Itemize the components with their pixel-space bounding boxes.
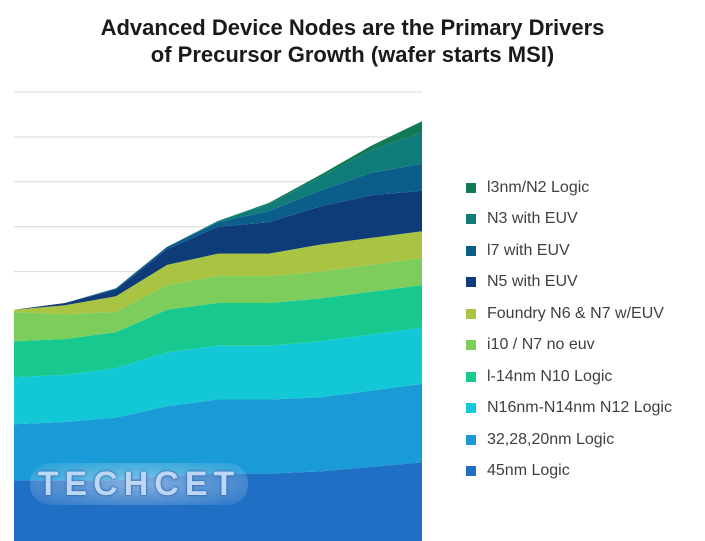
legend-item-n5-with-euv: N5 with EUV: [466, 267, 672, 299]
legend-label: N3 with EUV: [487, 210, 578, 228]
legend-label: 32,28,20nm Logic: [487, 430, 615, 448]
legend-item-l-14nm-n10-logic: l-14nm N10 Logic: [466, 361, 672, 393]
legend-item-l7-with-euv: l7 with EUV: [466, 235, 672, 267]
legend-swatch: [466, 182, 476, 193]
legend-swatch: [466, 308, 476, 319]
legend-item-45nm-logic: 45nm Logic: [466, 456, 672, 488]
legend-swatch: [466, 214, 476, 225]
legend-item-n3-with-euv: N3 with EUV: [466, 204, 672, 236]
area-series-32-28-20nm-logic: [14, 383, 422, 481]
legend-item-32-28-20nm-logic: 32,28,20nm Logic: [466, 424, 672, 456]
legend-label: l7 with EUV: [487, 241, 570, 259]
chart-title: Advanced Device Nodes are the Primary Dr…: [0, 14, 705, 68]
legend-swatch: [466, 277, 476, 288]
legend-label: 45nm Logic: [487, 462, 570, 480]
chart-legend: l3nm/N2 Logic N3 with EUV l7 with EUV N5 wi…: [466, 172, 672, 487]
legend-label: l-14nm N10 Logic: [487, 367, 613, 385]
legend-swatch: [466, 340, 476, 351]
legend-item-i10-n7-no-euv: i10 / N7 no euv: [466, 330, 672, 362]
area-series-n3-with-euv: [14, 132, 422, 310]
legend-item-l3nm-n2-logic: l3nm/N2 Logic: [466, 172, 672, 204]
legend-swatch: [466, 245, 476, 256]
legend-label: l3nm/N2 Logic: [487, 178, 590, 196]
legend-label: Foundry N6 & N7 w/EUV: [487, 304, 664, 322]
legend-item-foundry-n6-n7-w-euv: Foundry N6 & N7 w/EUV: [466, 298, 672, 330]
techcet-watermark-logo: TECHCET: [30, 463, 248, 505]
area-series-i10-n7-no-euv: [14, 258, 422, 342]
legend-swatch: [466, 434, 476, 445]
legend-item-n16nm-n14nm-n12-logic: N16nm-N14nm N12 Logic: [466, 393, 672, 425]
legend-swatch: [466, 466, 476, 477]
legend-swatch: [466, 403, 476, 414]
legend-label: N5 with EUV: [487, 273, 578, 291]
area-series-foundry-n6-n7-w-euv: [14, 231, 422, 315]
chart-title-line-1: Advanced Device Nodes are the Primary Dr…: [100, 15, 605, 40]
area-series-l-14nm-n10-logic: [14, 285, 422, 378]
area-series-45nm-logic: [14, 462, 422, 541]
legend-swatch: [466, 371, 476, 382]
chart-title-line-2: of Precursor Growth (wafer starts MSI): [150, 42, 555, 67]
legend-label: i10 / N7 no euv: [487, 336, 595, 354]
watermark-text: TECHCET: [37, 464, 241, 503]
area-series-n5-with-euv: [14, 190, 422, 310]
legend-label: N16nm-N14nm N12 Logic: [487, 399, 672, 417]
area-series-l7-with-euv: [14, 163, 422, 310]
area-series-n16nm-n14nm-n12-logic: [14, 327, 422, 425]
